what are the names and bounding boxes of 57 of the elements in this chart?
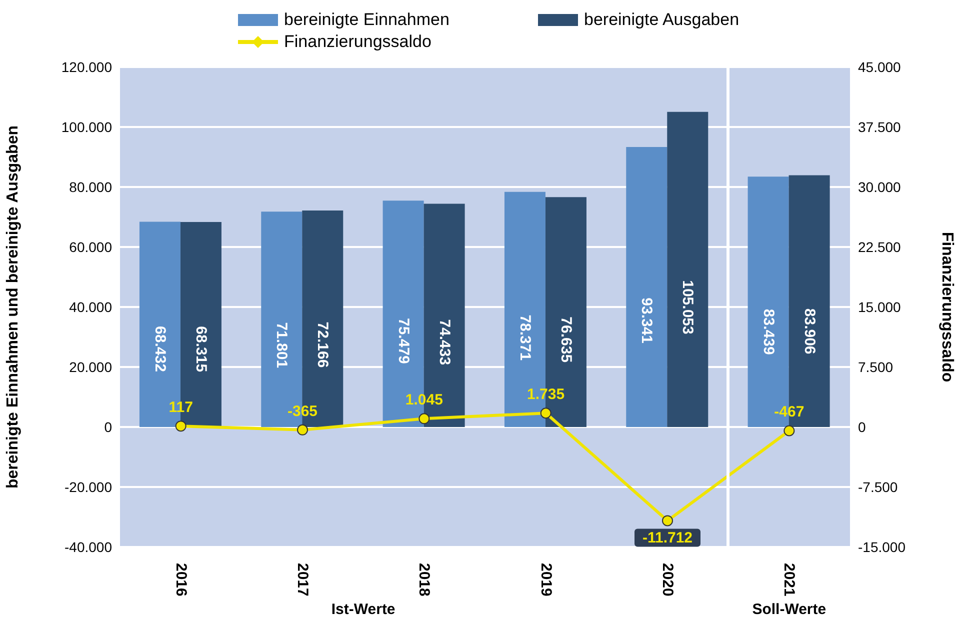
data-label: 117 xyxy=(168,399,193,416)
point xyxy=(784,425,795,436)
point xyxy=(540,408,552,419)
data-label: 68.315 xyxy=(192,326,210,372)
y-tick-label: 40.000 xyxy=(69,298,112,315)
y2-tick-label: 30.000 xyxy=(858,178,902,195)
data-label: 83.906 xyxy=(800,308,818,354)
text: Ist-Werte xyxy=(330,601,396,618)
y-tick-label: 120.000 xyxy=(61,58,112,75)
data-label: 83.439 xyxy=(760,308,777,355)
y-tick-label: -40.000 xyxy=(64,538,112,555)
y2-tick-label: 37.500 xyxy=(858,118,902,135)
point xyxy=(175,420,186,432)
x-tick-label: 2016 xyxy=(172,563,190,596)
point xyxy=(297,424,308,436)
point xyxy=(418,413,430,424)
y-tick-label: 100.000 xyxy=(61,118,112,135)
y-tick-label: 20.000 xyxy=(69,358,112,375)
data-label: 76.635 xyxy=(557,316,574,363)
legend-label: bereinigte Einnahmen xyxy=(284,10,450,30)
data-label: 105.053 xyxy=(679,280,696,334)
point xyxy=(662,515,673,526)
data-label: 78.371 xyxy=(516,314,534,361)
data-label: 75.479 xyxy=(394,318,412,364)
data-label: 1.045 xyxy=(405,392,443,409)
y2-tick-label: 15.000 xyxy=(858,298,902,315)
x-tick-label: 2018 xyxy=(416,563,433,596)
data-label: -11.712 xyxy=(642,530,693,547)
legend-label: Finanzierungssaldo xyxy=(284,32,432,52)
x-tick-label: 2019 xyxy=(537,563,554,596)
x-tick-label: 2020 xyxy=(659,563,676,596)
y2-tick-label: 0 xyxy=(858,418,866,435)
y2-tick-label: -7.500 xyxy=(858,478,898,495)
x-tick-label: 2021 xyxy=(780,563,798,596)
data-label: 74.433 xyxy=(436,319,453,366)
y2-axis-title: Finanzierungssaldo xyxy=(938,232,956,382)
y2-tick-label: 22.500 xyxy=(858,238,902,255)
y-tick-label: -20.000 xyxy=(64,478,112,495)
y2-tick-label: -15.000 xyxy=(858,538,906,555)
x-tick-label: 2017 xyxy=(294,563,311,596)
data-label: 72.166 xyxy=(314,322,332,368)
data-label: 68.432 xyxy=(151,326,168,372)
data-label: -365 xyxy=(287,402,318,420)
data-label: 93.341 xyxy=(638,298,656,344)
y-tick-label: 0 xyxy=(104,418,112,435)
text: Soll-Werte xyxy=(751,601,828,618)
y-axis-title: bereinigte Einnahmen und bereinigte Ausgaben xyxy=(4,125,22,489)
y-tick-label: 60.000 xyxy=(69,238,112,255)
bar xyxy=(626,146,668,427)
data-label: 71.801 xyxy=(273,322,290,368)
y2-tick-label: 45.000 xyxy=(858,58,902,75)
y-tick-label: 80.000 xyxy=(69,178,112,195)
data-label: -467 xyxy=(774,404,804,421)
bar xyxy=(667,112,708,427)
legend-label: bereinigte Ausgaben xyxy=(584,10,740,30)
data-label: 1.735 xyxy=(527,386,565,404)
y2-tick-label: 7.500 xyxy=(858,358,894,375)
